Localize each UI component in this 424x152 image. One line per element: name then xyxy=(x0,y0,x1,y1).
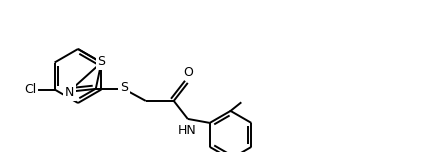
Text: N: N xyxy=(65,86,75,99)
Text: S: S xyxy=(120,81,128,94)
Text: Cl: Cl xyxy=(24,83,36,96)
Text: O: O xyxy=(183,66,192,79)
Text: S: S xyxy=(98,55,106,68)
Text: HN: HN xyxy=(177,124,196,137)
